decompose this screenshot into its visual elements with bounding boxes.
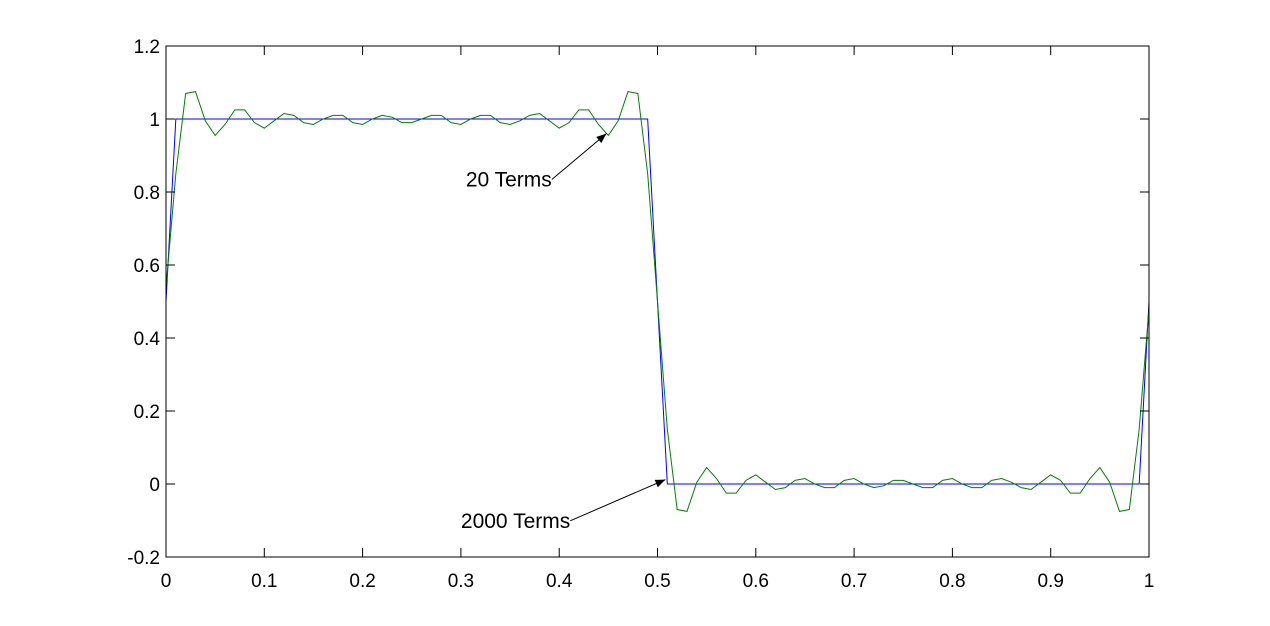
series-line-20-terms [165,91,1150,512]
annotations: 20 Terms 2000 Terms [461,133,666,533]
x-tick-label: 0.1 [251,571,277,592]
x-tick-label: 1 [1144,571,1155,592]
x-tick-label: 0.7 [841,571,867,592]
x-tick-label: 0.2 [349,571,375,592]
annotation-label: 2000 Terms [461,510,570,533]
x-tick-label: 0.3 [448,571,474,592]
y-tick-label: 0.8 [134,183,160,204]
y-tick-label: 0.6 [134,256,160,277]
x-tick-label: 0.9 [1037,571,1063,592]
series-layer [165,91,1150,512]
x-tick-labels: 0 0.1 0.2 0.3 0.4 0.5 0.6 0.7 0.8 0.9 1 [161,571,1155,592]
y-tick-label: -0.2 [127,548,160,569]
x-tick-label: 0.4 [546,571,573,592]
annotation-arrow [551,133,607,180]
y-tick-label: 0.2 [134,402,160,423]
axes-box [165,45,1150,558]
x-tick-label: 0.8 [939,571,965,592]
y-tick-label: 1.2 [134,37,160,58]
x-tick-label: 0.6 [743,571,769,592]
x-tick-label: 0.5 [644,571,670,592]
y-tick-labels: -0.2 0 0.2 0.4 0.6 0.8 1 1.2 [127,37,160,569]
x-tick-label: 0 [161,571,172,592]
y-tick-label: 0 [149,475,160,496]
y-tick-label: 0.4 [134,329,161,350]
annotation-label: 20 Terms [466,169,552,192]
y-tick-label: 1 [149,110,160,131]
annotation-arrow [570,479,666,522]
